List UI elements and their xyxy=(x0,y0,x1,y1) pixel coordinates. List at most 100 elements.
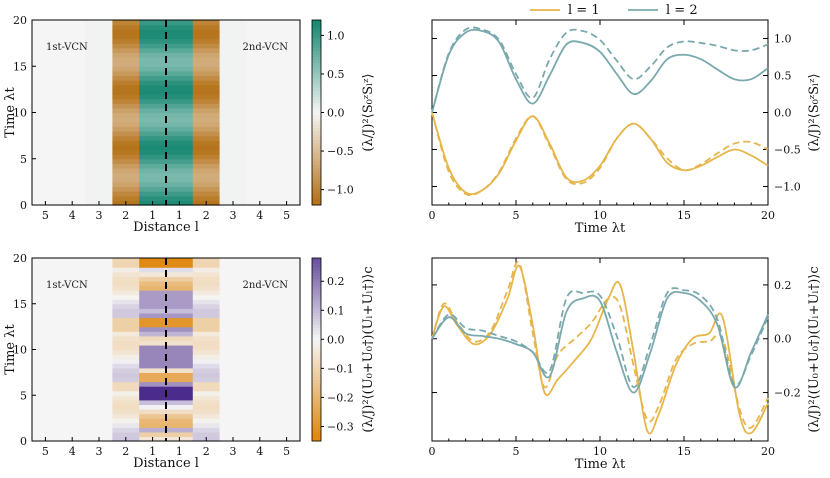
y-axis-label: Time λt xyxy=(3,87,18,138)
heatmap-cell xyxy=(273,70,301,77)
heatmap-cell xyxy=(58,57,87,63)
heatmap-cell xyxy=(58,112,87,118)
heatmap-cell xyxy=(192,168,221,174)
heatmap-cell xyxy=(219,367,247,373)
heatmap-cell xyxy=(192,126,221,132)
heatmap-cell xyxy=(219,168,247,174)
heatmap-cell xyxy=(139,354,167,360)
heatmap-cell xyxy=(166,61,194,67)
heatmap-cell xyxy=(139,317,167,323)
heatmap-cell xyxy=(273,98,301,104)
heatmap-cell xyxy=(32,290,60,296)
heatmap-cell xyxy=(192,24,221,30)
colorbar-segment xyxy=(312,337,321,341)
heatmap-cell xyxy=(85,181,113,188)
heatmap-cell xyxy=(85,354,113,360)
x-tick-label: 15 xyxy=(677,209,691,222)
heatmap-cell xyxy=(273,20,301,26)
heatmap-cell xyxy=(85,271,113,277)
heatmap-cell xyxy=(273,158,301,164)
heatmap-cell xyxy=(219,322,247,328)
heatmap-cell xyxy=(273,427,301,433)
heatmap-cell xyxy=(246,20,274,26)
heatmap-cell xyxy=(112,422,140,428)
heatmap-cell xyxy=(166,376,194,383)
heatmap-cell xyxy=(246,131,274,137)
heatmap-cell xyxy=(139,154,167,160)
heatmap-cell xyxy=(166,149,194,155)
colorbar-segment xyxy=(312,349,321,354)
heatmap-cell xyxy=(273,354,301,360)
heatmap-cell xyxy=(85,399,113,405)
heatmap-cell xyxy=(246,427,274,433)
heatmap-cell xyxy=(219,340,247,346)
heatmap-cell xyxy=(85,285,113,291)
colorbar-segment xyxy=(312,53,321,58)
heatmap-cell xyxy=(58,431,87,438)
colorbar-segment xyxy=(312,376,321,381)
colorbar-segment xyxy=(312,297,321,302)
heatmap-cell xyxy=(246,149,274,155)
heatmap-cell xyxy=(166,427,194,433)
heatmap-cell xyxy=(166,299,194,305)
heatmap-cell xyxy=(246,66,274,72)
heatmap-cell xyxy=(58,70,87,77)
heatmap-cell xyxy=(166,267,194,273)
heatmap-cell xyxy=(139,258,167,264)
heatmap-cell xyxy=(32,80,60,86)
heatmap-cell xyxy=(192,326,221,332)
heatmap-cell xyxy=(166,413,194,419)
heatmap-cell xyxy=(219,399,247,405)
heatmap-cell xyxy=(58,24,87,30)
heatmap-cell xyxy=(246,186,274,192)
heatmap-cell xyxy=(246,258,274,264)
y-tick-label: 15 xyxy=(13,60,27,73)
heatmap-cell xyxy=(219,29,247,35)
heatmap-cell xyxy=(273,418,301,424)
heatmap-cell xyxy=(246,418,274,424)
heatmap-cell xyxy=(139,98,167,104)
heatmap-cell xyxy=(32,303,60,309)
heatmap-cell xyxy=(58,107,87,114)
x-tick-label: 20 xyxy=(761,209,775,222)
heatmap-cell xyxy=(166,418,194,424)
heatmap-cell xyxy=(139,413,167,419)
y-tick-label: 5 xyxy=(20,153,27,166)
series-line-l2-dashed xyxy=(431,287,769,389)
colorbar-segment xyxy=(312,410,321,415)
heatmap-cell xyxy=(273,89,301,95)
x-axis-label: Distance l xyxy=(133,220,199,235)
heatmap-cell xyxy=(219,418,247,424)
heatmap-cell xyxy=(273,376,301,383)
series-line-l2-solid xyxy=(431,290,769,394)
heatmap-cell xyxy=(112,399,140,405)
heatmap-cell xyxy=(112,381,140,387)
plot-frame xyxy=(431,19,769,206)
heatmap-cell xyxy=(32,367,60,373)
x-tick-label: 3 xyxy=(230,209,237,222)
colorbar-segment xyxy=(312,358,321,363)
heatmap-cell xyxy=(219,177,247,183)
heatmap-cell xyxy=(139,372,167,378)
colorbar-segment xyxy=(312,78,321,83)
heatmap-cell xyxy=(85,386,113,392)
heatmap-cell xyxy=(246,80,274,86)
y-tick-label: 20 xyxy=(13,14,27,27)
heatmap-cell xyxy=(139,271,167,277)
heatmap-cell xyxy=(58,413,87,419)
heatmap-cell xyxy=(112,144,140,151)
heatmap-cell xyxy=(85,381,113,387)
heatmap-cell xyxy=(219,98,247,104)
heatmap-cell xyxy=(85,367,113,373)
heatmap-cell xyxy=(139,66,167,72)
heatmap-cell xyxy=(32,262,60,268)
heatmap-cell xyxy=(219,363,247,369)
heatmap-cell xyxy=(58,94,87,100)
colorbar-segment xyxy=(312,364,321,369)
heatmap-cell xyxy=(112,344,140,351)
colorbar-segment xyxy=(312,100,321,104)
heatmap-cell xyxy=(139,94,167,100)
y-tick-label: −1.0 xyxy=(774,181,801,194)
legend-label-l2: l = 2 xyxy=(666,3,698,18)
heatmap-cell xyxy=(166,112,194,118)
